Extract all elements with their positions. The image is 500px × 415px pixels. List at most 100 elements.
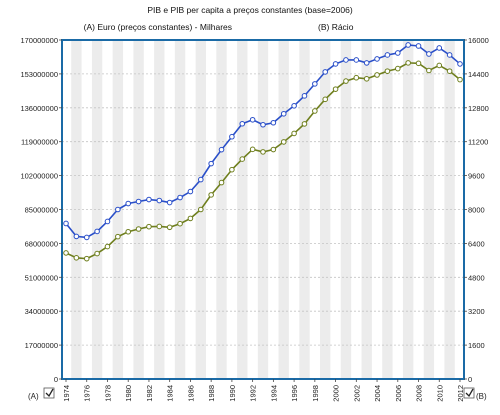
x-tick-label: 2012 xyxy=(456,385,465,402)
right-tick-label: 3200 xyxy=(468,307,485,316)
left-tick-label: 68000000 xyxy=(25,239,58,248)
x-tick-label: 1974 xyxy=(62,385,71,402)
data-point-b xyxy=(405,60,411,66)
right-tick-label: 16000 xyxy=(468,36,489,45)
right-tick-label: 6400 xyxy=(468,239,485,248)
data-point-b xyxy=(115,233,121,240)
data-point-a xyxy=(280,110,287,117)
band-1977 xyxy=(91,40,103,379)
band-1999 xyxy=(320,40,331,379)
data-point-a xyxy=(457,61,463,67)
data-point-b xyxy=(249,146,256,153)
data-point-b xyxy=(94,250,100,257)
data-point-b xyxy=(322,96,329,103)
data-point-b xyxy=(135,226,142,232)
x-tick-label: 1988 xyxy=(207,385,216,402)
right-tick-label: 9600 xyxy=(468,172,485,181)
legend-series-b: (B) Rácio xyxy=(318,22,354,32)
chart-title: PIB e PIB per capita a preços constantes… xyxy=(147,5,352,15)
data-point-b xyxy=(63,250,69,256)
data-point-b xyxy=(73,255,80,261)
left-tick-label: 119000000 xyxy=(21,138,58,147)
x-tick-label: 2008 xyxy=(415,385,424,402)
x-tick-label: 1990 xyxy=(228,385,237,402)
left-tick-label: 102000000 xyxy=(20,172,58,181)
data-point-b xyxy=(415,60,422,67)
left-axis-label: (A) xyxy=(28,392,39,401)
data-point-b xyxy=(166,224,173,231)
data-point-b xyxy=(218,179,225,186)
data-point-a xyxy=(218,146,225,153)
right-axis-checkbox[interactable] xyxy=(463,387,475,399)
data-point-a xyxy=(291,103,297,109)
data-point-b xyxy=(83,255,90,262)
data-point-b xyxy=(343,78,349,84)
right-tick-label: 8000 xyxy=(468,206,485,215)
x-tick-label: 1994 xyxy=(269,385,278,402)
data-point-a xyxy=(405,42,411,48)
x-tick-label: 2000 xyxy=(332,385,341,402)
data-point-a xyxy=(249,116,256,123)
data-point-b xyxy=(301,121,308,127)
left-tick-label: 17000000 xyxy=(25,341,58,350)
data-point-a xyxy=(146,196,152,203)
right-axis: 0 1600 3200 4800 6400 8000 9600 11200 12800 14400… xyxy=(464,36,489,384)
left-tick-label: 170000000 xyxy=(20,36,58,45)
data-point-b xyxy=(229,166,235,173)
data-point-a xyxy=(177,194,183,201)
data-point-a xyxy=(104,218,111,225)
band-2007 xyxy=(402,40,414,379)
legend-series-a: (A) Euro (preços constantes) - Milhares xyxy=(84,22,232,32)
x-tick-label: 1984 xyxy=(166,385,175,402)
data-point-b xyxy=(177,220,183,227)
data-point-b xyxy=(146,223,152,230)
band-1975 xyxy=(71,40,82,379)
data-point-b xyxy=(291,130,297,137)
x-tick-label: 1992 xyxy=(249,385,258,402)
data-point-a xyxy=(73,233,80,240)
data-point-b xyxy=(426,67,432,74)
data-point-a xyxy=(135,198,142,205)
band-1985 xyxy=(174,40,186,379)
x-tick-label: 1978 xyxy=(103,385,112,402)
x-tick-label: 1976 xyxy=(83,385,92,402)
left-tick-label: 34000000 xyxy=(25,307,58,316)
data-point-b xyxy=(363,75,370,82)
left-axis-check-icon xyxy=(45,388,54,398)
data-point-a xyxy=(94,228,100,235)
right-tick-label: 1600 xyxy=(468,341,485,350)
data-point-a xyxy=(332,61,339,67)
x-tick-label: 2002 xyxy=(352,385,361,402)
data-point-b xyxy=(374,72,380,78)
data-point-a xyxy=(239,120,246,127)
data-point-a xyxy=(187,188,194,195)
x-tick-label: 2004 xyxy=(373,385,382,402)
data-point-b xyxy=(239,156,246,162)
data-point-b xyxy=(280,139,287,145)
data-point-a xyxy=(384,52,391,58)
data-point-b xyxy=(353,74,360,81)
band-2001 xyxy=(340,40,352,379)
left-axis-checkbox[interactable] xyxy=(43,387,55,399)
data-point-b xyxy=(446,68,453,74)
data-point-b xyxy=(197,206,204,213)
data-point-a xyxy=(197,176,204,183)
band-1989 xyxy=(216,40,227,379)
right-tick-label: 11200 xyxy=(468,138,488,147)
data-point-a xyxy=(446,52,453,58)
data-point-a xyxy=(115,206,121,213)
right-tick-label: 14400 xyxy=(468,70,489,79)
data-point-b xyxy=(260,149,266,155)
data-point-a xyxy=(394,50,401,56)
data-point-a xyxy=(363,60,370,66)
data-point-a xyxy=(166,199,173,206)
data-point-a xyxy=(374,56,380,62)
right-tick-label: 4800 xyxy=(468,273,485,282)
left-tick-label: 51000000 xyxy=(25,273,58,282)
data-point-b xyxy=(457,76,463,83)
x-tick-label: 1980 xyxy=(124,385,133,402)
data-point-a xyxy=(260,121,266,128)
series-layer xyxy=(63,42,463,262)
x-tick-label: 2006 xyxy=(394,385,403,402)
data-point-b xyxy=(384,68,391,74)
